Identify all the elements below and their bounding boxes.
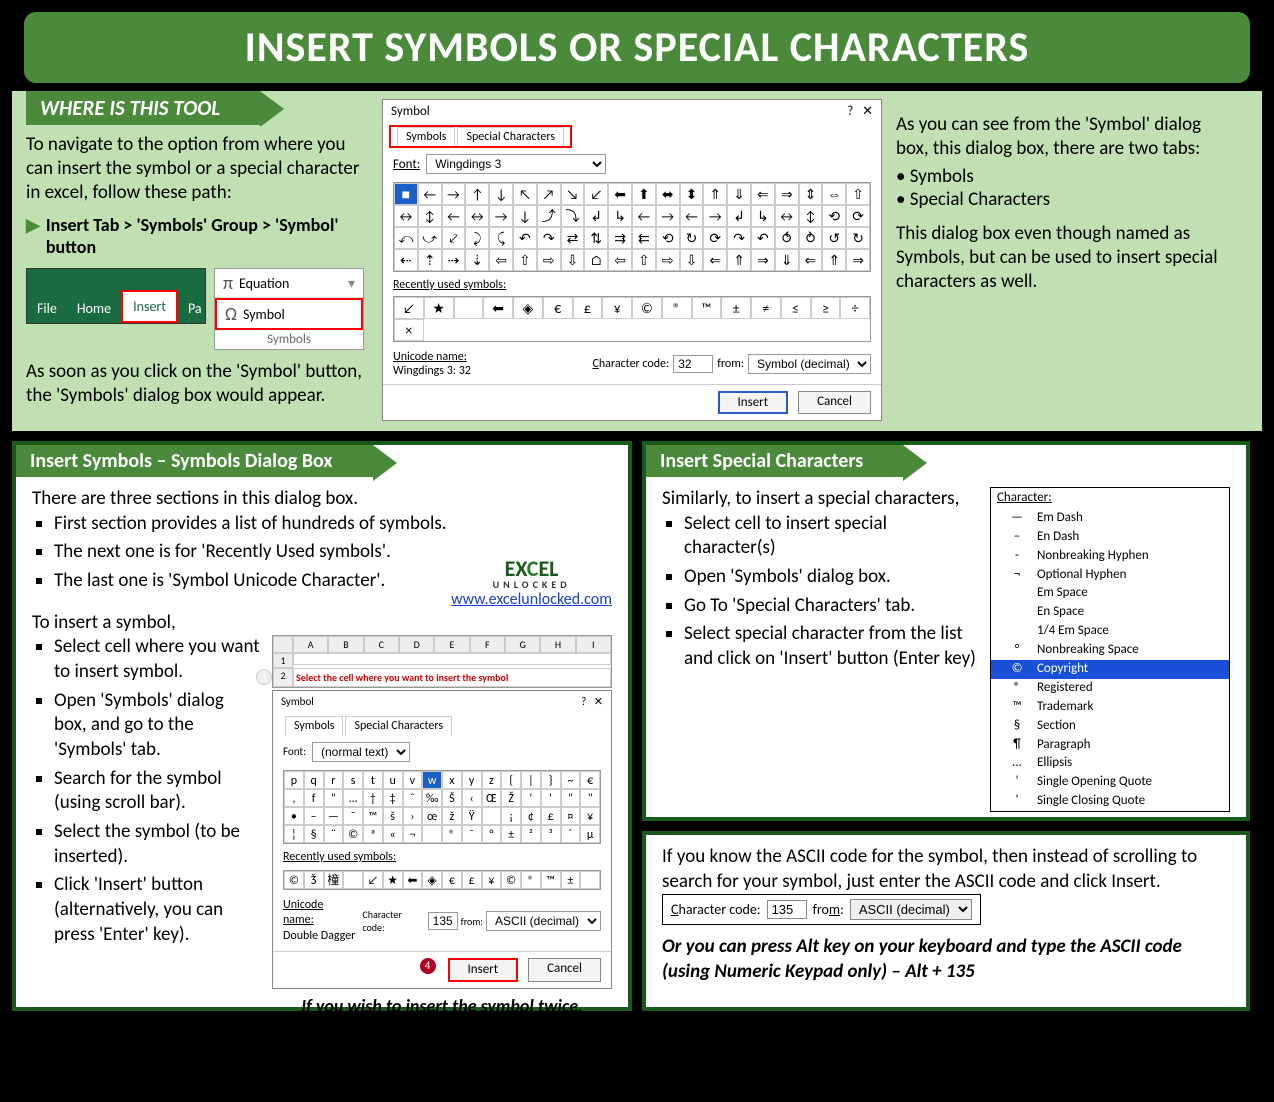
card-a-note: If you wish to insert the symbol twice, … <box>272 989 612 1048</box>
card-c-body: If you know the ASCII code for the symbo… <box>646 835 1246 995</box>
recent-label: Recently used symbols: <box>383 276 881 294</box>
step3: Search for the symbol (using scroll bar)… <box>54 767 260 816</box>
font-label: Font: <box>393 157 420 172</box>
logo-block: EXCEL UNLOCKED www.excelunlocked.com <box>451 558 612 611</box>
nav-path: ▶ Insert Tab > 'Symbols' Group > 'Symbol… <box>26 214 372 258</box>
tab-pa: Pa <box>178 294 212 323</box>
symbols-group: πEquation▾ ΩSymbol Symbols <box>214 268 364 350</box>
card-b-body: Similarly, to insert a special character… <box>646 477 1246 822</box>
close-icon[interactable]: ✕ <box>862 104 873 119</box>
font-select[interactable]: Wingdings 3 <box>426 154 606 174</box>
lower-row: Insert Symbols – Symbols Dialog Box Ther… <box>12 441 1262 1011</box>
card-a-heading: Insert Symbols – Symbols Dialog Box <box>16 445 373 477</box>
card-c-p1: If you know the ASCII code for the symbo… <box>662 845 1230 925</box>
equation-button[interactable]: πEquation▾ <box>215 269 363 298</box>
card-ascii-tip: If you know the ASCII code for the symbo… <box>642 831 1250 1011</box>
small-dialog-wrap: ABCDEFGHI 1 21Select the cell where you … <box>272 635 612 1048</box>
dialog-tabs: Symbols Special Characters <box>389 125 572 148</box>
special-char-list[interactable]: Character: —Em Dash–En Dash-Nonbreaking … <box>990 487 1230 812</box>
where-left: WHERE IS THIS TOOL To navigate to the op… <box>12 91 382 421</box>
logo: EXCEL UNLOCKED <box>451 558 612 590</box>
small-grid[interactable]: pqrstuvwxyz{|}~€,f"…†‡ˆ‰Š‹ŒŽ''""•–—˜™š›œ… <box>283 770 601 844</box>
dialog-controls: ? ✕ <box>847 104 873 119</box>
symbol-button[interactable]: ΩSymbol <box>215 298 363 330</box>
card-a-p2: To insert a symbol, <box>32 611 612 636</box>
where-right: As you can see from the 'Symbol' dialog … <box>882 91 1242 421</box>
card-a-body: There are three sections in this dialog … <box>16 477 628 1058</box>
where-heading: WHERE IS THIS TOOL <box>26 91 260 125</box>
ribbon-snippets: File Home Insert Pa πEquation▾ ΩSymbol S… <box>26 268 372 350</box>
card-symbols-dialog: Insert Symbols – Symbols Dialog Box Ther… <box>12 441 632 1011</box>
excel-mini: ABCDEFGHI 1 21Select the cell where you … <box>272 635 612 688</box>
charcode-input[interactable] <box>673 355 713 373</box>
charcode-label: Character code: <box>592 357 669 371</box>
b-s2: Open 'Symbols' dialog box. <box>684 565 978 590</box>
symbol-grid[interactable]: ■←→↑↓↖↗↘↙⬅⬆⬌⬍⇑⇓⇐⇒⇕⇔⇧↔↕←↔→↓⤴⤵↲↳←→←→↲↳↔↕⟲⟳… <box>393 182 871 272</box>
website-link[interactable]: www.excelunlocked.com <box>451 590 612 611</box>
b-s4: Select special character from the list a… <box>684 622 978 671</box>
right-b1: • Symbols <box>896 165 1228 189</box>
card-c-p2: Or you can press Alt key on your keyboar… <box>662 935 1230 984</box>
step1: Select cell where you want to insert sym… <box>54 635 260 684</box>
tab-symbols[interactable]: Symbols <box>397 127 455 146</box>
main-title: INSERT SYMBOLS OR SPECIAL CHARACTERS <box>24 22 1250 73</box>
where-after: As soon as you click on the 'Symbol' but… <box>26 360 372 408</box>
tab-special-chars[interactable]: Special Characters <box>457 127 564 146</box>
card-a-steps: Select cell where you want to insert sym… <box>32 635 260 1048</box>
tab-file[interactable]: File <box>27 294 67 323</box>
recent-grid[interactable]: ↙★ ⬅◈€£¥©®™±≠≤≥÷× <box>393 296 871 342</box>
ascii-from-select[interactable]: ASCII (decimal) <box>850 899 972 920</box>
font-row: Font: Wingdings 3 <box>383 150 881 178</box>
ascii-code-input[interactable] <box>767 900 807 919</box>
where-intro: To navigate to the option from where you… <box>26 133 372 204</box>
dropdown-icon: ▾ <box>348 275 355 292</box>
card-b-p1: Similarly, to insert a special character… <box>662 487 978 512</box>
nav-path-text: Insert Tab > 'Symbols' Group > 'Symbol' … <box>46 214 372 258</box>
right-p2: This dialog box even though named as Sym… <box>896 222 1228 293</box>
card-a-l1: First section provides a list of hundred… <box>54 512 612 537</box>
card-a-p1: There are three sections in this dialog … <box>32 487 612 512</box>
infographic-page: INSERT SYMBOLS OR SPECIAL CHARACTERS WHE… <box>0 12 1274 1102</box>
cancel-button[interactable]: Cancel <box>798 391 871 414</box>
symbol-dialog: Symbol ? ✕ Symbols Special Characters Fo… <box>382 99 882 421</box>
right-b2: • Special Characters <box>896 188 1228 212</box>
step4: Select the symbol (to be inserted). <box>54 820 260 869</box>
help-icon[interactable]: ? <box>847 104 853 119</box>
step2: Open 'Symbols' dialog box, and go to the… <box>54 689 260 763</box>
tab-home[interactable]: Home <box>67 294 121 323</box>
from-label: from: <box>717 357 744 371</box>
dialog-titlebar: Symbol ? ✕ <box>383 100 881 123</box>
dialog-screenshot: Symbol ? ✕ Symbols Special Characters Fo… <box>382 91 882 421</box>
code-row: Unicode name: Wingdings 3: 32 Character … <box>383 348 881 384</box>
tab-insert[interactable]: Insert <box>121 290 178 323</box>
card-b-heading: Insert Special Characters <box>646 445 903 477</box>
main-title-bar: INSERT SYMBOLS OR SPECIAL CHARACTERS <box>24 12 1250 83</box>
omega-icon: Ω <box>225 303 237 325</box>
group-label: Symbols <box>215 330 363 349</box>
card-a-flex: Select cell where you want to insert sym… <box>32 635 612 1048</box>
char-code-box: Character code: from: ASCII (decimal) <box>662 894 981 925</box>
card-special-chars: Insert Special Characters Similarly, to … <box>642 441 1250 821</box>
triangle-icon: ▶ <box>26 214 40 236</box>
small-symbol-dialog: Symbol? ✕ SymbolsSpecial Characters Font… <box>272 690 612 989</box>
step5: Click 'Insert' button (alternatively, yo… <box>54 873 260 947</box>
right-column: Insert Special Characters Similarly, to … <box>642 441 1250 1011</box>
where-panel: WHERE IS THIS TOOL To navigate to the op… <box>12 91 1262 431</box>
unicode-name-label: Unicode name: <box>393 350 471 364</box>
b-s3: Go To 'Special Characters' tab. <box>684 594 978 619</box>
card-b-text: Similarly, to insert a special character… <box>662 487 978 812</box>
dialog-title: Symbol <box>391 104 430 119</box>
unicode-name-value: Wingdings 3: 32 <box>393 364 471 378</box>
right-p1: As you can see from the 'Symbol' dialog … <box>896 113 1228 161</box>
b-s1: Select cell to insert special character(… <box>684 512 978 561</box>
excel-ribbon-tabs: File Home Insert Pa <box>26 268 206 324</box>
insert-button[interactable]: Insert <box>718 391 789 414</box>
from-select[interactable]: Symbol (decimal) <box>748 354 871 374</box>
pi-icon: π <box>223 272 233 294</box>
dialog-buttons: Insert Cancel <box>383 384 881 420</box>
